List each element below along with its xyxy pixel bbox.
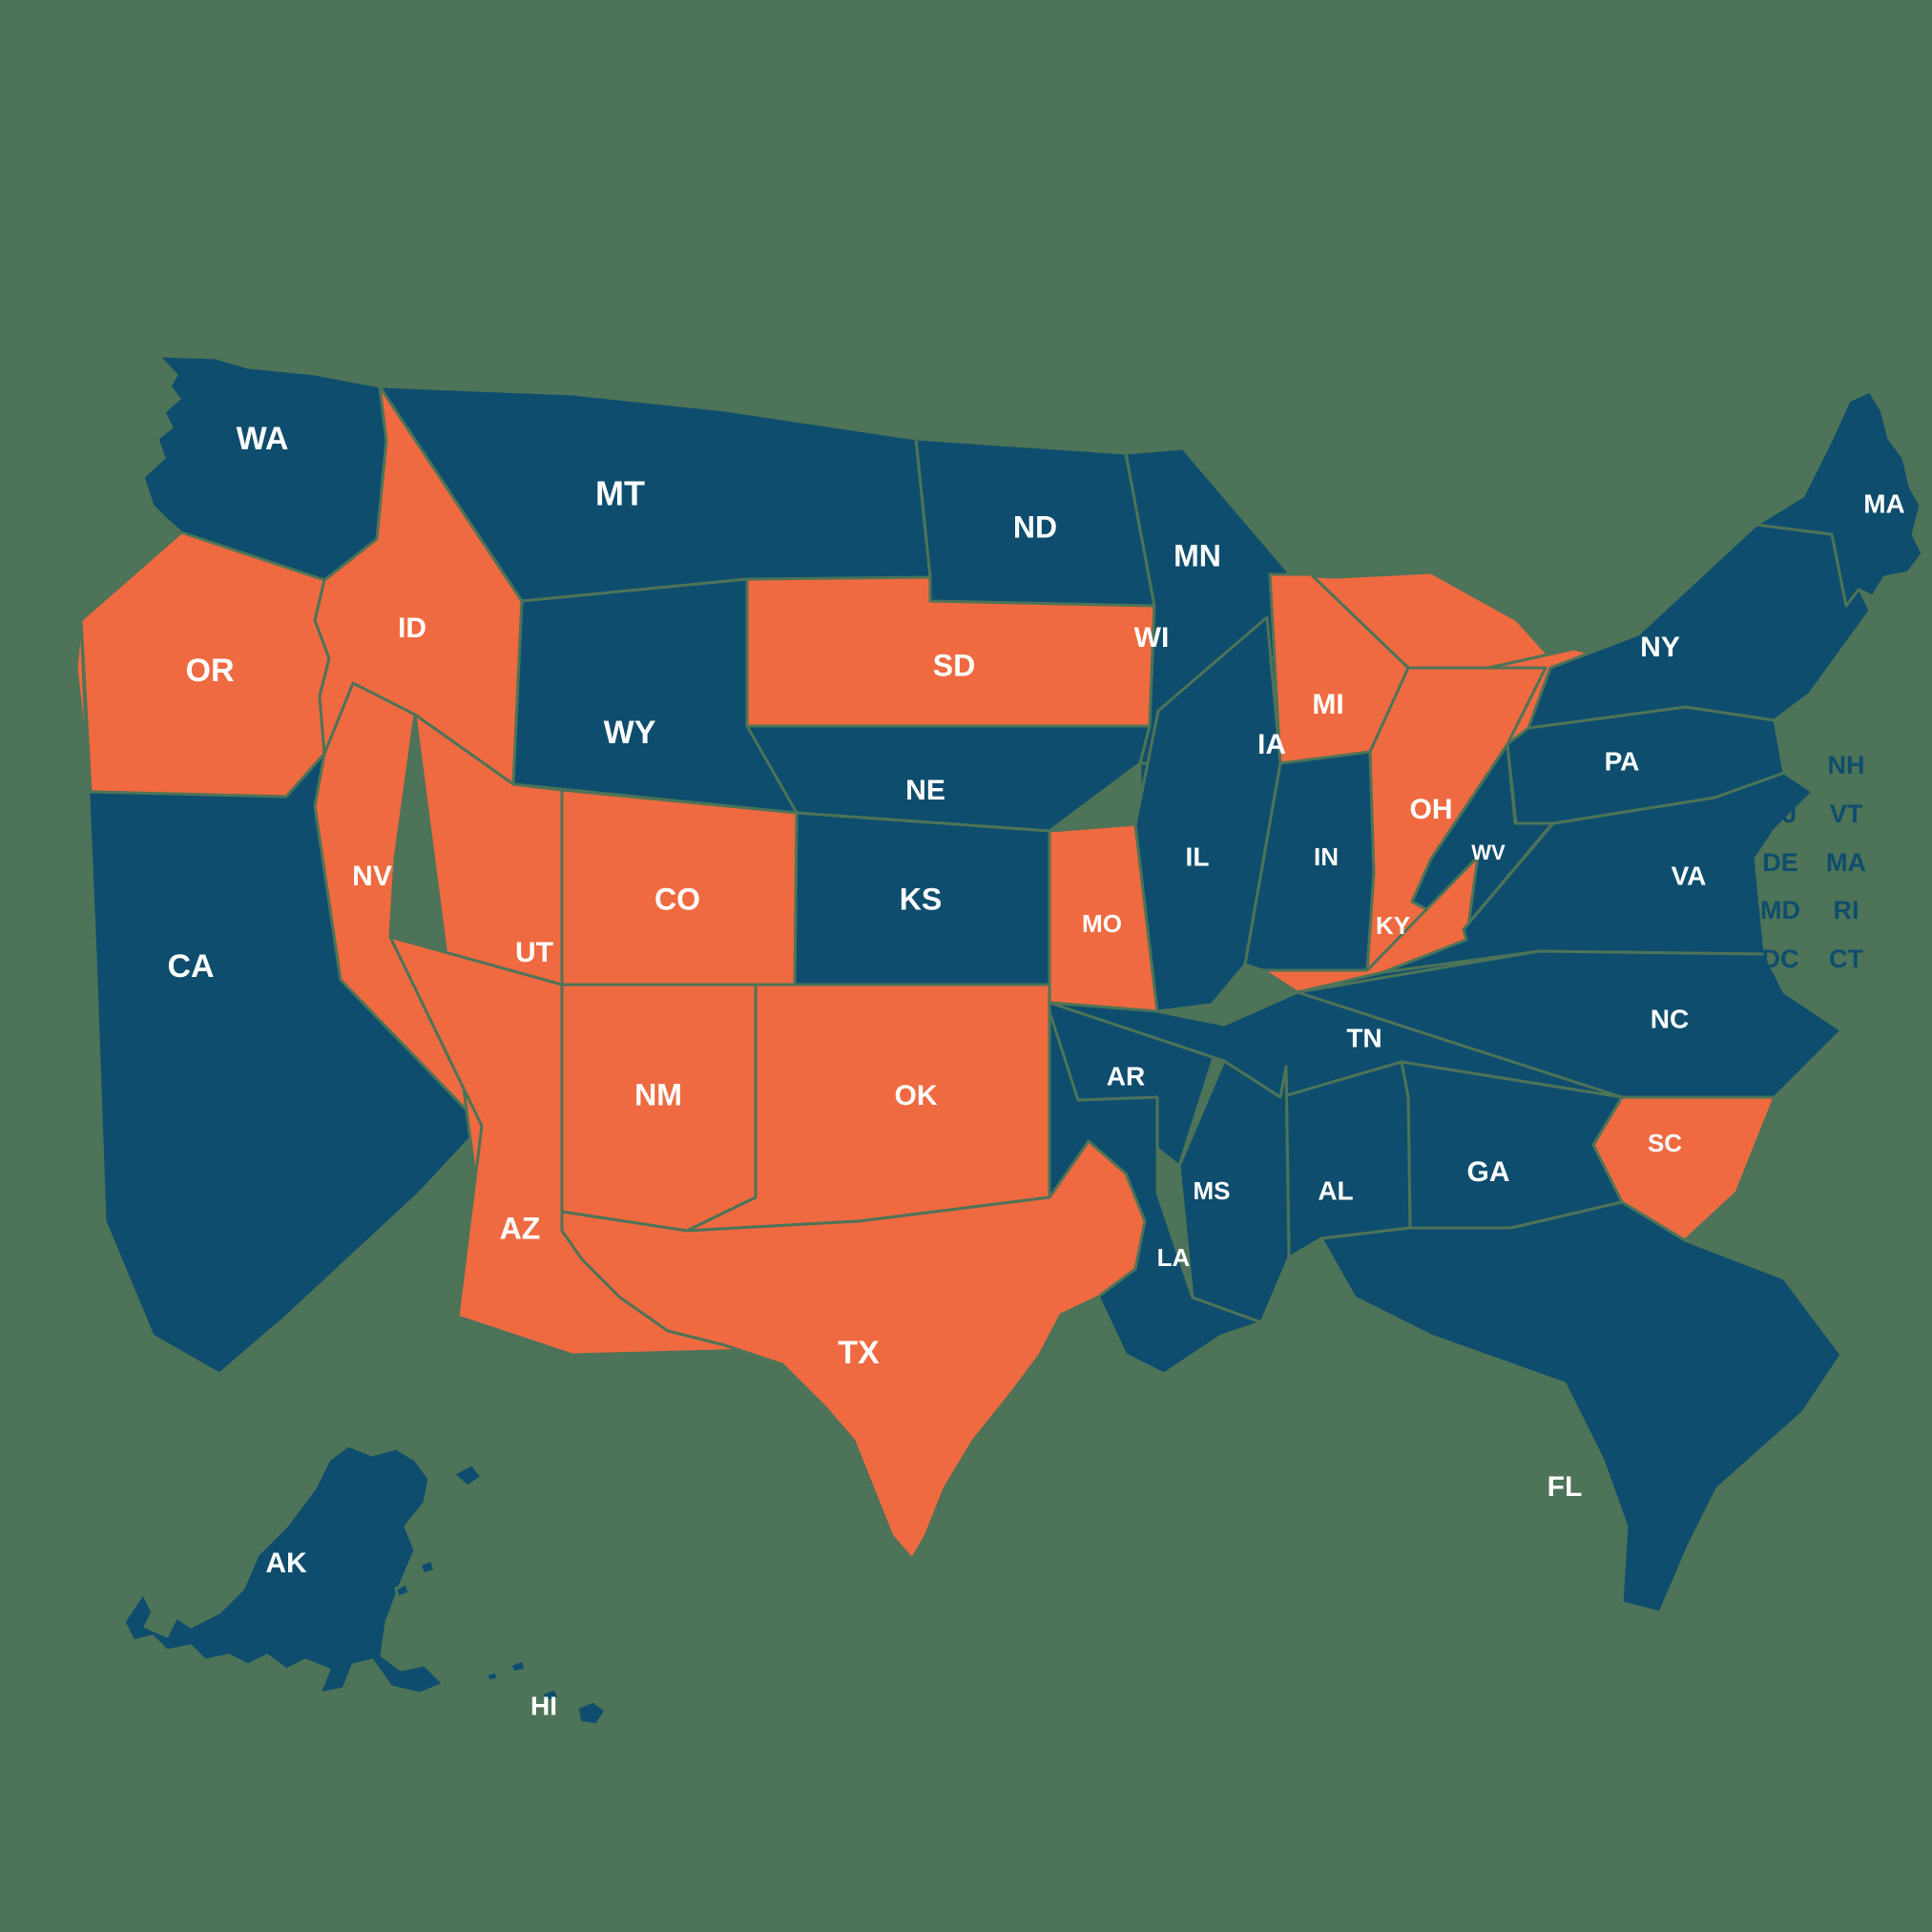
svg-text:GA: GA <box>1467 1156 1510 1188</box>
svg-text:NJ: NJ <box>1764 800 1797 828</box>
svg-text:ND: ND <box>1013 509 1057 544</box>
svg-text:UT: UT <box>515 937 553 968</box>
svg-text:SC: SC <box>1648 1129 1682 1157</box>
svg-text:MA: MA <box>1826 848 1866 877</box>
svg-text:AK: AK <box>265 1548 307 1579</box>
svg-text:CO: CO <box>654 882 700 916</box>
svg-text:KY: KY <box>1376 911 1410 940</box>
svg-text:VA: VA <box>1672 861 1707 890</box>
svg-text:MI: MI <box>1312 689 1343 720</box>
svg-text:IA: IA <box>1257 729 1286 760</box>
svg-text:MS: MS <box>1194 1176 1231 1205</box>
svg-text:HI: HI <box>530 1691 557 1720</box>
svg-text:NE: NE <box>905 775 945 806</box>
svg-text:PA: PA <box>1605 746 1640 776</box>
svg-text:MN: MN <box>1174 538 1221 572</box>
svg-text:MA: MA <box>1863 488 1905 518</box>
svg-text:IN: IN <box>1314 842 1339 871</box>
svg-text:CT: CT <box>1829 945 1863 973</box>
svg-text:MO: MO <box>1082 909 1122 938</box>
svg-text:AZ: AZ <box>500 1211 541 1245</box>
svg-text:NY: NY <box>1640 632 1680 663</box>
svg-text:AL: AL <box>1318 1175 1353 1205</box>
svg-text:KS: KS <box>900 882 942 916</box>
svg-text:DE: DE <box>1762 848 1798 877</box>
svg-text:NM: NM <box>634 1077 682 1111</box>
svg-text:OH: OH <box>1410 794 1453 825</box>
svg-text:CA: CA <box>167 948 214 985</box>
svg-text:WV: WV <box>1471 841 1506 864</box>
svg-text:TX: TX <box>838 1335 880 1371</box>
svg-text:MD: MD <box>1760 896 1800 924</box>
svg-text:SD: SD <box>933 648 975 682</box>
svg-text:OK: OK <box>895 1080 938 1111</box>
svg-text:MT: MT <box>595 474 645 513</box>
svg-text:LA: LA <box>1157 1243 1191 1272</box>
svg-text:NC: NC <box>1651 1004 1689 1033</box>
svg-text:RI: RI <box>1834 896 1859 924</box>
svg-text:OR: OR <box>186 653 235 689</box>
svg-text:TN: TN <box>1346 1023 1381 1052</box>
svg-text:FL: FL <box>1548 1471 1583 1503</box>
svg-text:AR: AR <box>1107 1061 1145 1091</box>
svg-text:VT: VT <box>1830 800 1863 828</box>
svg-text:WY: WY <box>604 715 656 751</box>
svg-text:ID: ID <box>398 613 426 644</box>
svg-text:NV: NV <box>352 861 392 892</box>
svg-text:WA: WA <box>237 421 289 457</box>
svg-text:IL: IL <box>1186 841 1210 871</box>
svg-text:NH: NH <box>1828 751 1865 779</box>
svg-text:WI: WI <box>1134 622 1170 654</box>
svg-text:DC: DC <box>1762 945 1799 973</box>
